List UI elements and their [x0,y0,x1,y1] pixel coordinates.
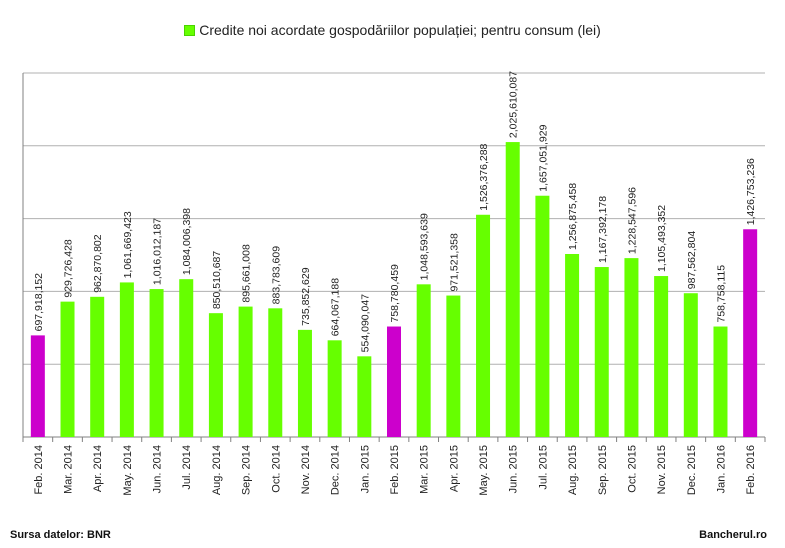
x-tick-label: Feb. 2016 [745,445,757,495]
bar [387,326,401,437]
bar [594,267,609,437]
bar-value-label: 1,084,006,398 [181,208,193,275]
x-tick-label: Dec. 2014 [330,445,342,495]
x-tick-label: Oct. 2014 [270,445,282,493]
bar-value-label: 850,510,687 [211,251,223,310]
bar-value-label: 1,228,547,596 [626,187,638,254]
legend-swatch [184,24,196,36]
bar-value-label: 1,048,593,639 [419,213,431,280]
bar [30,335,45,437]
bar [446,295,461,437]
x-tick-label: Mar. 2014 [63,445,75,494]
bar [565,253,580,437]
bar-value-label: 987,562,804 [686,231,698,290]
bar [297,329,312,437]
bar [90,296,105,437]
x-tick-label: Sep. 2014 [241,445,253,495]
bar-value-label: 664,067,188 [330,278,342,337]
bar [683,293,698,437]
bar [624,258,639,437]
bar-value-label: 1,526,376,288 [478,143,490,210]
x-tick-label: Apr. 2014 [92,445,104,492]
x-tick-label: Jun. 2014 [152,445,164,493]
bar-value-label: 1,167,392,178 [597,196,609,263]
bar-value-label: 2,025,610,087 [508,71,520,138]
x-tick-label: Feb. 2015 [389,445,401,495]
bar-value-label: 758,758,115 [715,265,727,323]
bar-value-label: 697,918,152 [33,273,45,332]
bar [119,282,134,437]
bar [268,308,283,437]
bar [179,279,194,437]
bar [654,276,669,437]
bar-value-label: 971,521,358 [448,233,460,292]
bar [60,301,75,437]
x-tick-label: Aug. 2014 [211,445,223,495]
x-tick-label: May. 2014 [122,445,134,496]
bar [416,284,431,437]
bar-value-label: 1,016,012,187 [152,218,164,285]
bar-value-label: 1,657,051,929 [537,124,549,191]
x-tick-label: Jul. 2015 [537,445,549,490]
bar-value-label: 962,870,802 [92,234,104,293]
bar-value-label: 758,780,459 [389,264,401,323]
x-tick-label: Aug. 2015 [567,445,579,495]
bar-value-label: 1,105,493,352 [656,205,668,272]
x-tick-label: Feb. 2014 [33,445,45,495]
bar [327,340,342,437]
legend-label: Credite noi acordate gospodăriilor popul… [199,22,601,38]
x-tick-label: May. 2015 [478,445,490,496]
bar-value-label: 895,661,008 [241,244,253,303]
x-tick-label: Jul. 2014 [181,445,193,490]
bar [208,313,223,437]
bar [149,289,164,437]
x-tick-label: Jun. 2015 [508,445,520,493]
x-tick-label: Dec. 2015 [686,445,698,495]
chart-legend: Credite noi acordate gospodăriilor popul… [0,22,785,38]
bar-value-label: 883,783,609 [270,246,282,305]
x-tick-label: Nov. 2014 [300,445,312,494]
bar [713,326,728,437]
x-tick-label: Jan. 2016 [715,445,727,493]
bar [505,142,520,437]
x-tick-label: Mar. 2015 [419,445,431,494]
bar [476,214,491,437]
bar-value-label: 1,061,669,423 [122,211,134,278]
brand-label: Bancherul.ro [699,529,767,541]
x-tick-label: Oct. 2015 [626,445,638,493]
bar [357,356,372,437]
x-tick-label: Apr. 2015 [448,445,460,492]
bar [535,195,550,437]
bar-value-label: 1,256,875,458 [567,183,579,250]
x-tick-label: Sep. 2015 [597,445,609,495]
bar-value-label: 1,426,753,236 [745,158,757,225]
bar-value-label: 554,090,047 [359,294,371,353]
x-tick-label: Jan. 2015 [359,445,371,493]
bar-value-label: 735,852,629 [300,267,312,326]
bar-value-label: 929,726,428 [63,239,75,298]
x-tick-label: Nov. 2015 [656,445,668,494]
source-note: Sursa datelor: BNR [10,529,111,541]
bar [743,229,758,437]
bar [238,306,253,437]
